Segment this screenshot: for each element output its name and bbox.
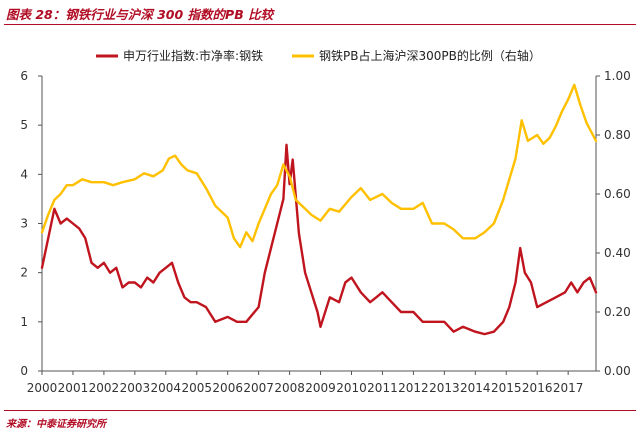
x-tick-label: 2003 — [120, 381, 151, 395]
left-y-tick-label: 0 — [20, 364, 28, 378]
x-tick-label: 2010 — [336, 381, 367, 395]
left-y-tick-label: 1 — [20, 315, 28, 329]
x-tick-label: 2008 — [274, 381, 305, 395]
x-tick-label: 2017 — [553, 381, 584, 395]
x-tick-label: 2006 — [212, 381, 243, 395]
x-tick-label: 2005 — [181, 381, 212, 395]
x-tick-label: 2000 — [27, 381, 58, 395]
right-y-tick-label: 0.80 — [604, 128, 631, 142]
x-tick-label: 2014 — [460, 381, 491, 395]
x-tick-label: 2007 — [243, 381, 274, 395]
right-y-tick-label: 0.60 — [604, 187, 631, 201]
source-note: 来源：中泰证券研究所 — [6, 419, 106, 430]
legend: 申万行业指数:市净率:钢铁 钢铁PB占上海沪深300PB的比例（右轴） — [96, 48, 541, 63]
x-tick-label: 2013 — [429, 381, 460, 395]
left-y-tick-label: 3 — [20, 217, 28, 231]
source-divider — [4, 410, 636, 411]
x-tick-label: 2016 — [522, 381, 553, 395]
x-tick-label: 2015 — [491, 381, 522, 395]
legend-label-2: 钢铁PB占上海沪深300PB的比例（右轴） — [319, 48, 541, 63]
left-y-tick-label: 5 — [20, 118, 28, 132]
left-y-tick-label: 4 — [20, 167, 28, 181]
x-tick-label: 2002 — [89, 381, 120, 395]
series-layer — [40, 83, 598, 336]
right-y-tick-label: 0.40 — [604, 246, 631, 260]
legend-label-1: 申万行业指数:市净率:钢铁 — [123, 48, 263, 63]
x-tick-label: 2012 — [398, 381, 429, 395]
series-line-1 — [40, 143, 598, 336]
left-y-tick-label: 6 — [20, 69, 28, 83]
right-y-tick-label: 1.00 — [604, 69, 631, 83]
left-y-tick-label: 2 — [20, 266, 28, 280]
figure-title: 图表 28：钢铁行业与沪深 300 指数的PB 比较 — [6, 7, 274, 22]
series-line-2 — [40, 83, 598, 249]
right-y-tick-label: 0.20 — [604, 305, 631, 319]
title-divider — [4, 24, 636, 25]
x-tick-label: 2004 — [151, 381, 182, 395]
x-tick-label: 2009 — [305, 381, 336, 395]
x-tick-label: 2001 — [58, 381, 89, 395]
right-y-tick-label: 0.00 — [604, 364, 631, 378]
x-tick-label: 2011 — [367, 381, 398, 395]
